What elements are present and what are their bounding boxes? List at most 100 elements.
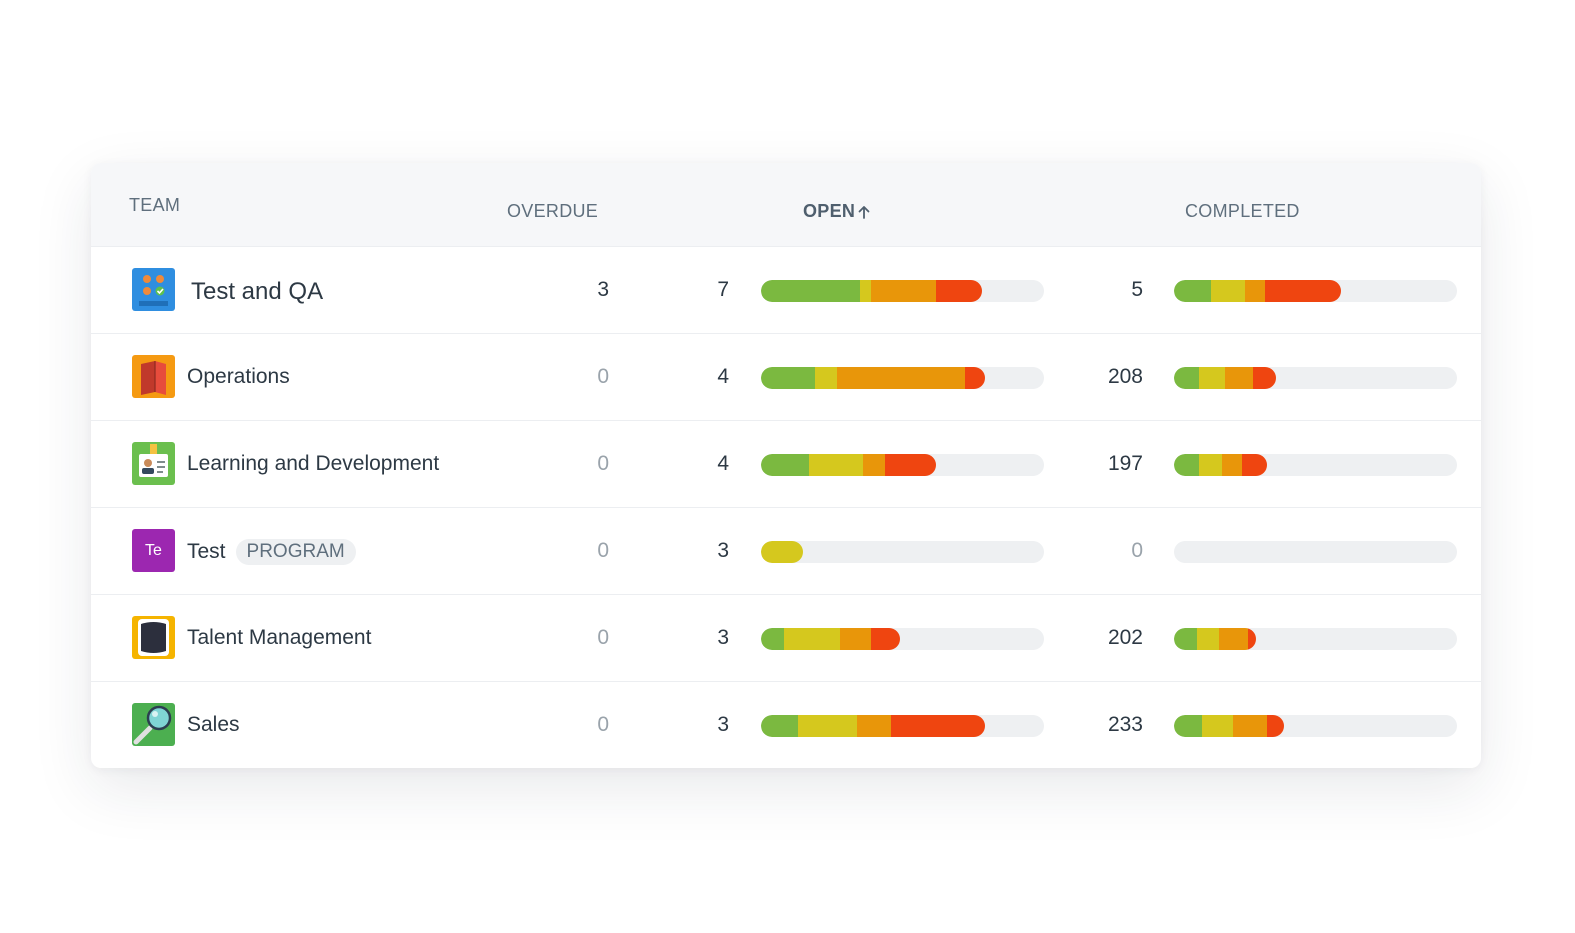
program-badge: PROGRAM <box>235 539 356 565</box>
orange-segment <box>857 715 892 737</box>
team-name[interactable]: Sales <box>187 713 240 736</box>
table-row[interactable]: Test and QA 3 7 5 <box>91 246 1481 334</box>
table-row[interactable]: Sales 0 3 233 <box>91 681 1481 768</box>
red-segment <box>1247 628 1257 650</box>
red-segment <box>871 628 900 650</box>
red-segment <box>885 454 937 476</box>
yellow-segment <box>1202 715 1234 737</box>
red-segment <box>1253 367 1276 389</box>
overdue-count: 0 <box>597 626 609 649</box>
bar-fill <box>761 541 804 563</box>
completed-progress-bar <box>1174 454 1457 476</box>
yellow-segment <box>1196 628 1220 650</box>
green-segment <box>761 715 798 737</box>
bar-fill <box>1174 454 1268 476</box>
book-icon <box>132 355 175 398</box>
avatar-initials: Te <box>145 541 162 559</box>
overdue-count: 0 <box>597 452 609 475</box>
green-segment <box>761 628 784 650</box>
green-segment <box>1174 280 1211 302</box>
open-progress-bar <box>761 628 1044 650</box>
open-column-label: OPEN <box>803 201 856 221</box>
te-avatar-icon: Te <box>132 529 175 572</box>
completed-progress-bar <box>1174 367 1457 389</box>
team-column-header[interactable]: TEAM <box>129 195 181 215</box>
overdue-count: 0 <box>597 713 609 736</box>
yellow-segment <box>761 541 804 563</box>
magnifier-icon <box>132 703 175 746</box>
completed-progress-bar <box>1174 541 1457 563</box>
orange-segment <box>1222 454 1242 476</box>
red-segment <box>1267 715 1285 737</box>
open-count: 4 <box>717 365 729 388</box>
green-segment <box>761 454 810 476</box>
green-segment <box>761 367 815 389</box>
yellow-segment <box>814 367 838 389</box>
open-count: 3 <box>717 539 729 562</box>
completed-column-header[interactable]: COMPLETED <box>1185 201 1300 221</box>
yellow-segment <box>1210 280 1245 302</box>
orange-segment <box>1244 280 1265 302</box>
open-progress-bar <box>761 454 1044 476</box>
red-segment <box>1264 280 1341 302</box>
team-name[interactable]: Learning and Development <box>187 452 440 475</box>
table-row[interactable]: Operations 0 4 208 <box>91 333 1481 421</box>
team-name[interactable]: Operations <box>187 365 290 388</box>
team-name-cell[interactable]: Test PROGRAM <box>187 539 356 565</box>
bar-fill <box>1174 367 1276 389</box>
overdue-count: 0 <box>597 365 609 388</box>
bar-fill <box>761 280 982 302</box>
yellow-segment <box>1199 367 1225 389</box>
completed-progress-bar <box>1174 715 1457 737</box>
orange-segment <box>1224 367 1254 389</box>
bar-fill <box>761 454 937 476</box>
overdue-column-header[interactable]: OVERDUE <box>507 201 599 221</box>
open-progress-bar <box>761 541 1044 563</box>
table-header: TEAM OVERDUE OPEN COMPLETED <box>91 163 1481 246</box>
completed-count: 208 <box>1107 365 1143 388</box>
team-name: Test <box>187 540 226 563</box>
bar-fill <box>761 367 985 389</box>
green-segment <box>1174 715 1203 737</box>
table-row[interactable]: Learning and Development 0 4 197 <box>91 420 1481 508</box>
green-segment <box>1174 628 1197 650</box>
green-segment <box>761 280 861 302</box>
open-progress-bar <box>761 367 1044 389</box>
open-count: 3 <box>717 713 729 736</box>
team-name[interactable]: Talent Management <box>187 626 372 649</box>
table-row[interactable]: Te Test PROGRAM 0 3 0 <box>91 507 1481 595</box>
completed-progress-bar <box>1174 628 1457 650</box>
table-row[interactable]: Talent Management 0 3 202 <box>91 594 1481 682</box>
red-segment <box>891 715 985 737</box>
completed-count: 5 <box>1131 278 1143 301</box>
bar-fill <box>1174 715 1285 737</box>
orange-segment <box>871 280 937 302</box>
completed-count: 233 <box>1107 713 1143 736</box>
open-count: 7 <box>717 278 729 301</box>
tablet-icon <box>132 616 175 659</box>
checklist-icon <box>132 268 175 311</box>
open-progress-bar <box>761 715 1044 737</box>
open-column-header[interactable]: OPEN <box>803 201 870 224</box>
completed-progress-bar <box>1174 280 1457 302</box>
bar-fill <box>1174 628 1257 650</box>
yellow-segment <box>809 454 863 476</box>
orange-segment <box>1219 628 1248 650</box>
green-segment <box>1174 367 1200 389</box>
bar-fill <box>1174 280 1341 302</box>
red-segment <box>964 367 985 389</box>
teams-table: TEAM OVERDUE OPEN COMPLETED Test and QA … <box>91 163 1481 768</box>
yellow-segment <box>797 715 858 737</box>
overdue-count: 0 <box>597 539 609 562</box>
id-badge-icon <box>132 442 175 485</box>
completed-count: 197 <box>1107 452 1143 475</box>
overdue-count: 3 <box>597 278 609 301</box>
orange-segment <box>862 454 886 476</box>
orange-segment <box>1233 715 1268 737</box>
red-segment <box>1241 454 1268 476</box>
yellow-segment <box>1199 454 1223 476</box>
bar-fill <box>761 715 985 737</box>
open-progress-bar <box>761 280 1044 302</box>
team-name[interactable]: Test and QA <box>191 278 324 305</box>
orange-segment <box>837 367 965 389</box>
